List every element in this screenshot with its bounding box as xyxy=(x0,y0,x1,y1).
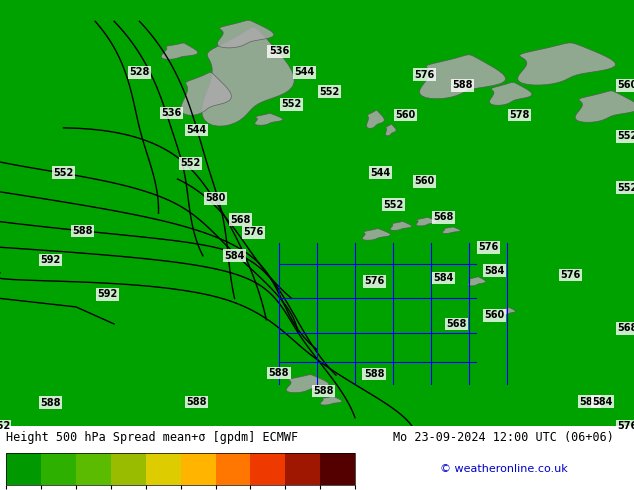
Text: 552: 552 xyxy=(180,158,200,168)
Text: 560: 560 xyxy=(415,176,435,186)
Text: 588: 588 xyxy=(269,368,289,378)
Text: 584: 584 xyxy=(434,273,454,283)
Text: 584: 584 xyxy=(224,251,245,261)
Polygon shape xyxy=(320,396,342,405)
Text: 576: 576 xyxy=(243,227,264,237)
Polygon shape xyxy=(255,114,283,125)
Text: 552: 552 xyxy=(281,99,302,109)
Polygon shape xyxy=(390,221,411,230)
Polygon shape xyxy=(501,308,515,315)
Text: © weatheronline.co.uk: © weatheronline.co.uk xyxy=(440,464,568,474)
Text: 544: 544 xyxy=(294,68,314,77)
Text: 588: 588 xyxy=(579,396,600,407)
Text: 580: 580 xyxy=(205,193,226,203)
Polygon shape xyxy=(385,124,396,136)
Polygon shape xyxy=(416,218,437,226)
Polygon shape xyxy=(420,55,506,98)
Text: 560: 560 xyxy=(484,311,505,320)
Text: 560: 560 xyxy=(618,80,634,90)
Text: 588: 588 xyxy=(453,80,473,90)
Text: 588: 588 xyxy=(313,386,333,396)
Text: 552: 552 xyxy=(320,87,340,97)
Text: 576: 576 xyxy=(415,70,435,79)
Text: 588: 588 xyxy=(41,398,61,408)
Text: 552: 552 xyxy=(0,421,10,431)
Text: 576: 576 xyxy=(560,270,581,280)
Polygon shape xyxy=(468,277,486,286)
Text: 578: 578 xyxy=(510,110,530,120)
Polygon shape xyxy=(362,229,391,240)
Text: 568: 568 xyxy=(618,323,634,333)
Text: 536: 536 xyxy=(269,46,289,56)
Text: Mo 23-09-2024 12:00 UTC (06+06): Mo 23-09-2024 12:00 UTC (06+06) xyxy=(393,431,614,444)
Text: 568: 568 xyxy=(434,212,454,222)
Text: 588: 588 xyxy=(72,226,93,236)
Polygon shape xyxy=(443,227,460,233)
Text: 592: 592 xyxy=(41,255,61,265)
Polygon shape xyxy=(518,43,616,85)
Polygon shape xyxy=(489,82,532,105)
Text: 552: 552 xyxy=(53,168,74,178)
Text: 592: 592 xyxy=(98,289,118,299)
Polygon shape xyxy=(161,43,198,59)
Text: 552: 552 xyxy=(618,131,634,142)
Text: 584: 584 xyxy=(592,396,612,407)
Text: 552: 552 xyxy=(618,183,634,193)
Text: 544: 544 xyxy=(186,125,207,135)
Text: 528: 528 xyxy=(129,68,150,77)
Polygon shape xyxy=(366,110,384,128)
Text: 552: 552 xyxy=(383,199,403,210)
Text: 544: 544 xyxy=(370,168,391,178)
Text: 588: 588 xyxy=(186,397,207,407)
Text: 568: 568 xyxy=(446,319,467,329)
Text: 568: 568 xyxy=(231,215,251,224)
Text: 576: 576 xyxy=(478,242,498,252)
Polygon shape xyxy=(202,27,294,126)
Polygon shape xyxy=(181,73,231,115)
Text: 588: 588 xyxy=(364,369,384,379)
Text: 576: 576 xyxy=(364,276,384,286)
Text: 576: 576 xyxy=(618,421,634,431)
Polygon shape xyxy=(575,91,634,122)
Text: 560: 560 xyxy=(396,110,416,120)
Polygon shape xyxy=(286,375,329,392)
Polygon shape xyxy=(217,20,274,48)
Text: Height 500 hPa Spread mean+σ [gpdm] ECMWF: Height 500 hPa Spread mean+σ [gpdm] ECMW… xyxy=(6,431,299,444)
Text: 584: 584 xyxy=(484,266,505,276)
Text: 536: 536 xyxy=(161,108,181,118)
